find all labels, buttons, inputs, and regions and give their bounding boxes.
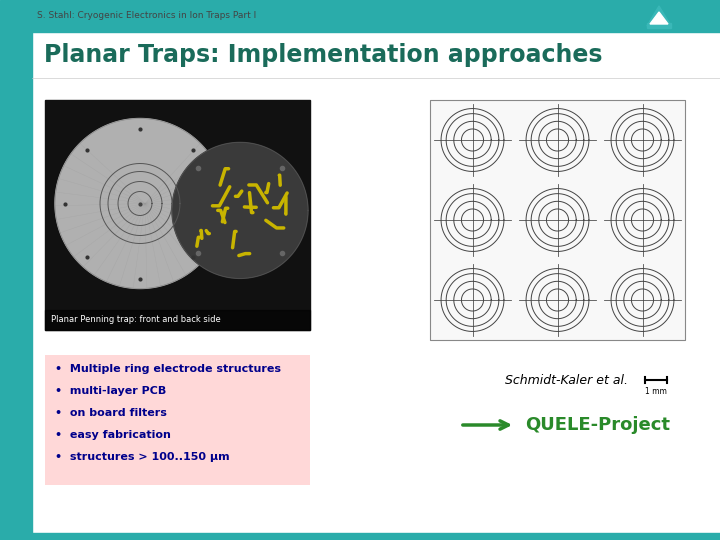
Text: •  on board filters: • on board filters	[55, 408, 167, 418]
Text: •  easy fabrication: • easy fabrication	[55, 430, 171, 440]
Text: S. Stahl: Cryogenic Electronics in Ion Traps Part I: S. Stahl: Cryogenic Electronics in Ion T…	[37, 11, 256, 21]
Bar	[647, 23, 671, 28]
Text: stahl-electronics.com: stahl-electronics.com	[603, 13, 715, 23]
Text: Planar Traps: Implementation approaches: Planar Traps: Implementation approaches	[44, 43, 603, 67]
Bar	[430, 100, 685, 340]
Bar	[45, 310, 310, 330]
Bar	[45, 355, 310, 485]
Bar	[430, 100, 685, 340]
Text: •  Multiple ring electrode structures: • Multiple ring electrode structures	[55, 364, 281, 374]
Polygon shape	[647, 6, 671, 26]
Text: Planar Penning trap: front and back side: Planar Penning trap: front and back side	[51, 315, 221, 325]
Text: 1 mm: 1 mm	[645, 387, 667, 396]
Text: •  multi-layer PCB: • multi-layer PCB	[55, 386, 166, 396]
Polygon shape	[172, 143, 308, 279]
Bar	[0, 32, 32, 540]
Polygon shape	[55, 118, 225, 288]
Bar	[0, 533, 720, 540]
Text: •  structures > 100..150 μm: • structures > 100..150 μm	[55, 452, 230, 462]
Bar	[32, 32, 720, 78]
Text: QUELE-Project: QUELE-Project	[525, 416, 670, 434]
Bar	[0, 0, 720, 32]
Bar	[45, 100, 310, 330]
Text: Schmidt-Kaler et al.: Schmidt-Kaler et al.	[505, 374, 628, 387]
Polygon shape	[650, 12, 668, 24]
